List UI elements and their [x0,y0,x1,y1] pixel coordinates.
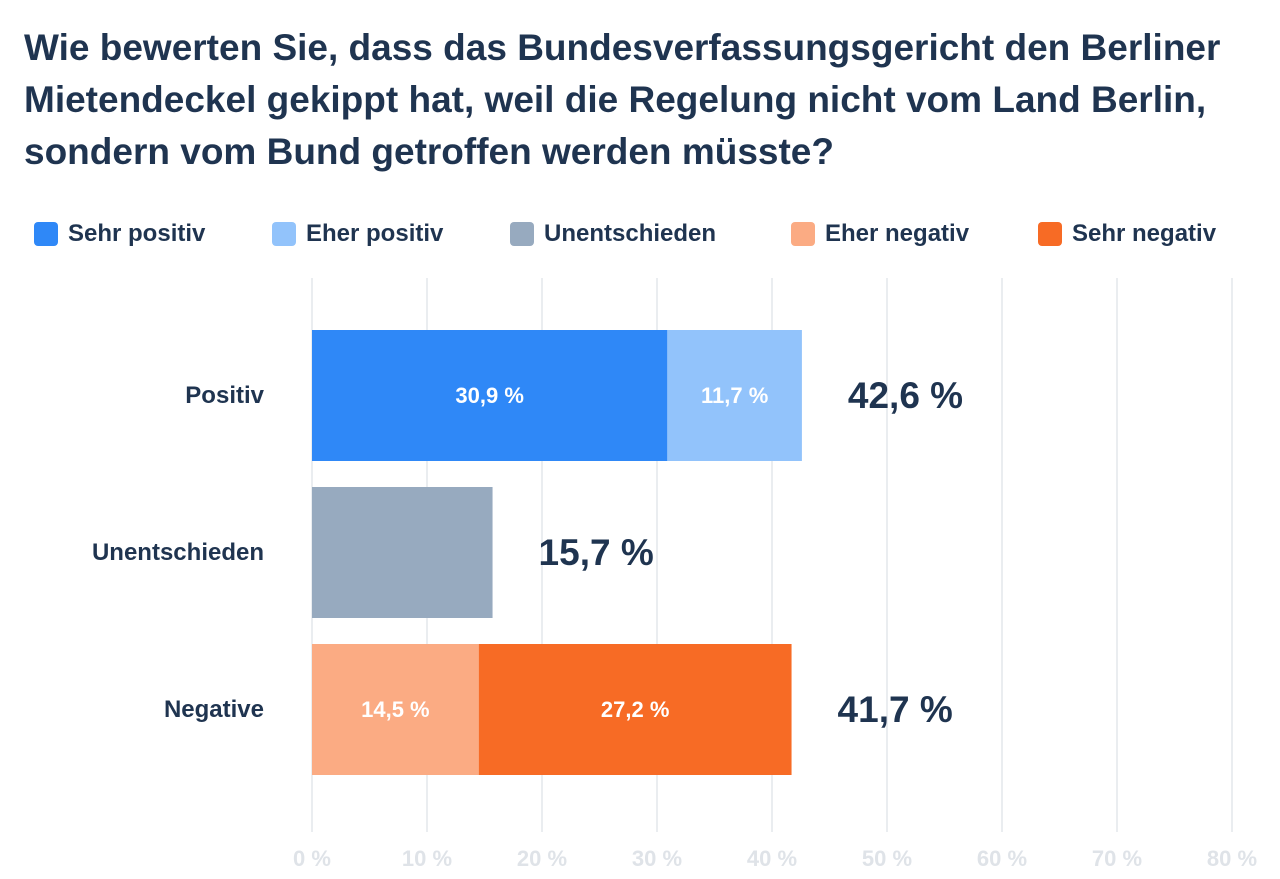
legend-item-eher-negativ: Eher negativ [791,218,969,250]
legend-label-unentschieden: Unentschieden [544,220,717,247]
legend-item-sehr-positiv: Sehr positiv [34,218,205,250]
bar-segment-negative-sehr-negativ [478,644,792,775]
x-tick-label-20: 20 % [517,846,567,871]
legend-swatch-eher-negativ [791,222,815,246]
legend-item-unentschieden: Unentschieden [510,218,716,250]
category-label-negative: Negative [164,696,264,723]
data-label-negative-sehr-negativ: 27,2 % [601,697,670,722]
legend-swatch-eher-positiv [272,222,296,246]
data-label-positiv-sehr-positiv: 30,9 % [455,383,524,408]
data-label-negative-eher-negativ: 14,5 % [361,697,430,722]
legend-label-sehr-positiv: Sehr positiv [68,220,206,247]
category-label-unentschieden: Unentschieden [92,539,264,566]
legend-item-sehr-negativ: Sehr negativ [1038,218,1216,250]
legend-swatch-sehr-negativ [1038,222,1062,246]
data-label-positiv-eher-positiv: 11,7 % [701,383,768,408]
x-tick-label-60: 60 % [977,846,1027,871]
legend-label-sehr-negativ: Sehr negativ [1072,220,1217,247]
x-tick-label-40: 40 % [747,846,797,871]
x-tick-label-80: 80 % [1207,846,1257,871]
chart-title: Wie bewerten Sie, dass das Bundesverfass… [24,27,1221,172]
bar-segment-unentschieden-unentschieden [312,487,493,618]
bar-segment-positiv-sehr-positiv [312,330,668,461]
legend-label-eher-positiv: Eher positiv [306,220,444,247]
legend-item-eher-positiv: Eher positiv [272,218,443,250]
x-tick-label-10: 10 % [402,846,452,871]
x-tick-label-70: 70 % [1092,846,1142,871]
bar-segment-positiv-eher-positiv [667,330,802,461]
total-label-negative: 41,7 % [838,689,953,730]
legend-swatch-unentschieden [510,222,534,246]
x-tick-label-50: 50 % [862,846,912,871]
total-label-positiv: 42,6 % [848,375,963,416]
legend-swatch-sehr-positiv [34,222,58,246]
bar-segment-negative-eher-negativ [312,644,479,775]
x-tick-label-30: 30 % [632,846,682,871]
x-tick-label-0: 0 % [293,846,331,871]
category-label-positiv: Positiv [185,382,264,409]
legend-label-eher-negativ: Eher negativ [825,220,970,247]
total-label-unentschieden: 15,7 % [539,532,654,573]
